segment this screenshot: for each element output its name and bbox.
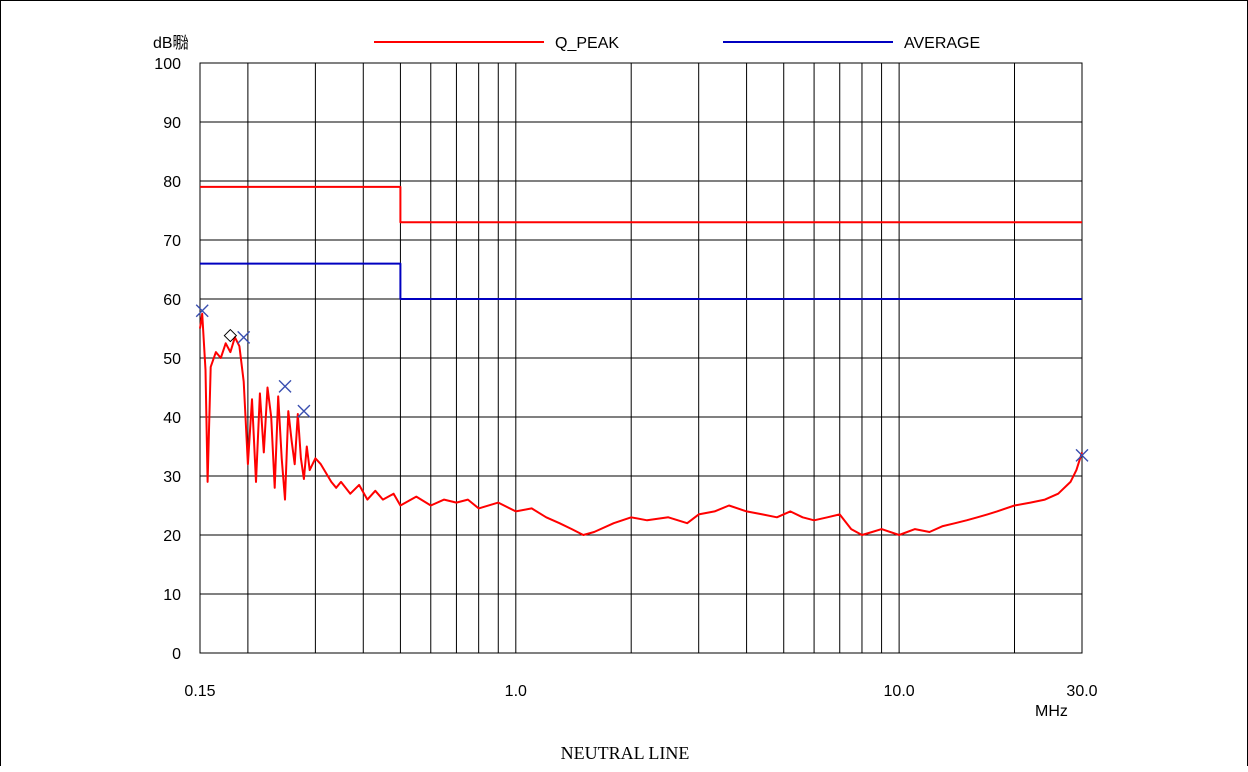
peak-marker-x xyxy=(297,404,311,418)
peak-marker-x xyxy=(1075,448,1089,462)
x-axis-unit: MHz xyxy=(1035,703,1068,720)
marker-layer xyxy=(195,304,1089,462)
measurement-trace xyxy=(199,312,1083,536)
x-tick-label: 0.15 xyxy=(184,683,215,700)
legend: Q_PEAK AVERAGE xyxy=(374,35,980,52)
peak-marker-x xyxy=(278,379,292,393)
peak-marker-x xyxy=(237,330,251,344)
x-tick-label: 1.0 xyxy=(505,683,527,700)
y-tick-labels: 0 10 20 30 40 50 60 70 80 90 100 xyxy=(154,56,181,663)
y-tick-label: 40 xyxy=(163,410,181,427)
y-tick-label: 90 xyxy=(163,115,181,132)
legend-label-average: AVERAGE xyxy=(904,35,980,52)
y-tick-label: 0 xyxy=(172,646,181,663)
y-axis-unit: dB㍾ xyxy=(153,34,189,52)
y-tick-label: 10 xyxy=(163,587,181,604)
peak-marker-x xyxy=(195,304,209,318)
chart-caption: NEUTRAL LINE xyxy=(560,743,690,763)
y-tick-label: 50 xyxy=(163,351,181,368)
y-tick-label: 30 xyxy=(163,469,181,486)
y-tick-label: 70 xyxy=(163,233,181,250)
series-layer xyxy=(199,185,1083,536)
legend-label-q-peak: Q_PEAK xyxy=(555,35,619,52)
q-peak-limit-line xyxy=(200,185,1082,224)
peak-marker-diamond xyxy=(223,328,238,343)
grid xyxy=(199,62,1083,654)
x-tick-labels: 0.15 1.0 10.0 30.0 xyxy=(184,683,1097,700)
y-tick-label: 100 xyxy=(154,56,181,73)
y-tick-label: 80 xyxy=(163,174,181,191)
y-tick-label: 20 xyxy=(163,528,181,545)
x-tick-label: 10.0 xyxy=(884,683,915,700)
y-tick-label: 60 xyxy=(163,292,181,309)
x-tick-label: 30.0 xyxy=(1066,683,1097,700)
average-limit-line xyxy=(200,262,1082,300)
